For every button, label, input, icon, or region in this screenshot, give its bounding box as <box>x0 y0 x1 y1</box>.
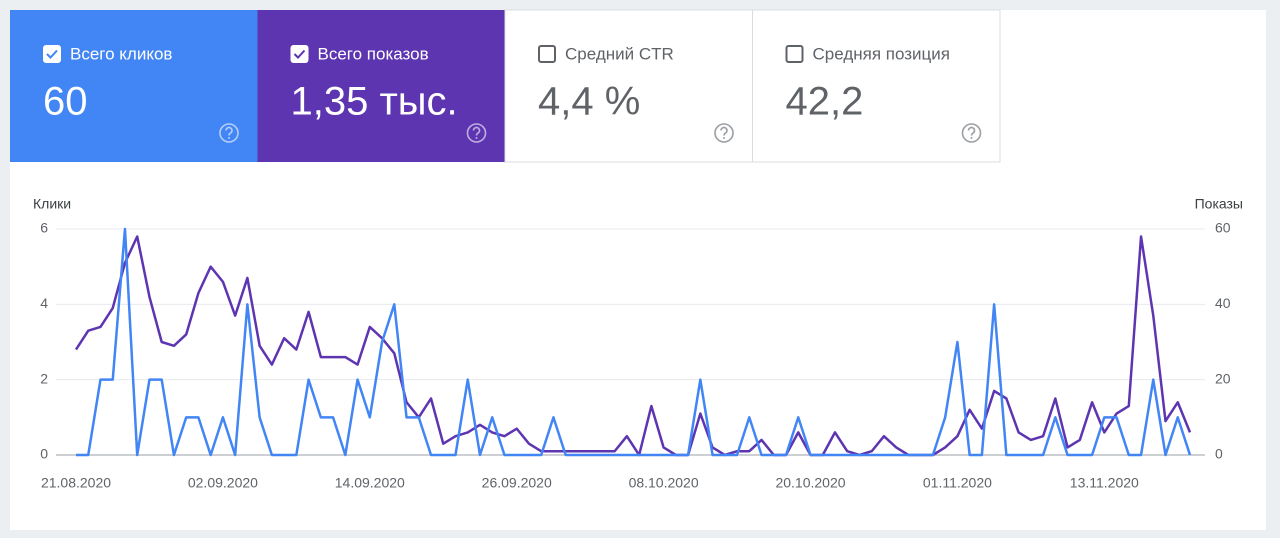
help-icon-glyph <box>967 126 976 136</box>
help-icon[interactable] <box>714 123 734 143</box>
series-line <box>74 235 1192 457</box>
x-tick-label: 13.11.2020 <box>1070 475 1139 491</box>
help-icon-dot <box>475 137 478 139</box>
metric-value: 4,4 % <box>538 80 640 124</box>
checkbox[interactable] <box>43 45 61 63</box>
y2-tick-label: 20 <box>1215 370 1231 386</box>
checkmark <box>46 49 58 59</box>
checkbox[interactable] <box>290 45 309 63</box>
checkbox[interactable] <box>538 45 556 63</box>
y-tick-label: 2 <box>40 370 48 386</box>
metric-card[interactable]: Всего кликов 60 <box>10 10 258 162</box>
x-tick-label: 20.10.2020 <box>775 475 845 491</box>
help-icon-dot <box>970 137 973 139</box>
metric-label: Всего кликов <box>70 44 172 63</box>
metric-label: Средний CTR <box>565 44 674 63</box>
help-icon[interactable] <box>961 123 982 143</box>
y2-axis-title: Показы <box>1195 196 1243 212</box>
metric-cards: Всего кликов 60 Всего показов 1,35 тыс. Сред… <box>10 9 1001 163</box>
help-icon[interactable] <box>466 123 487 143</box>
card-background <box>504 9 753 163</box>
metric-label: Средняя позиция <box>813 44 950 63</box>
y-tick-label: 4 <box>40 295 48 311</box>
y2-tick-label: 60 <box>1215 220 1231 236</box>
y-axis-title: Клики <box>33 196 71 212</box>
metric-card[interactable]: Средняя позиция 42,2 <box>752 9 1001 163</box>
x-tick-label: 14.09.2020 <box>335 475 405 491</box>
help-icon[interactable] <box>219 123 239 143</box>
metric-label: Всего показов <box>318 44 429 63</box>
help-icon-dot <box>723 137 725 139</box>
x-tick-label: 01.11.2020 <box>923 475 992 491</box>
y-tick-label: 0 <box>40 446 48 462</box>
x-tick-label: 02.09.2020 <box>188 475 258 491</box>
card-background <box>752 9 1001 163</box>
series-line <box>76 227 1192 457</box>
help-icon-dot <box>228 137 230 139</box>
x-tick-label: 21.08.2020 <box>41 475 111 491</box>
checkbox[interactable] <box>785 45 804 63</box>
metric-value: 42,2 <box>786 80 864 124</box>
card-background <box>257 10 505 162</box>
help-icon-glyph <box>720 126 728 136</box>
x-tick-label: 26.09.2020 <box>482 475 552 491</box>
y-tick-label: 6 <box>40 220 48 236</box>
y2-tick-label: 40 <box>1215 295 1231 311</box>
help-icon-glyph <box>225 126 233 136</box>
metric-card[interactable]: Средний CTR 4,4 % <box>504 9 753 163</box>
metric-card[interactable]: Всего показов 1,35 тыс. <box>257 10 506 162</box>
y2-tick-label: 0 <box>1215 446 1223 462</box>
help-icon-glyph <box>472 126 481 136</box>
card-background <box>10 10 258 162</box>
metric-value: 1,35 тыс. <box>291 80 458 124</box>
metric-value: 60 <box>43 80 88 124</box>
checkmark <box>293 49 306 59</box>
x-tick-label: 08.10.2020 <box>629 475 699 491</box>
